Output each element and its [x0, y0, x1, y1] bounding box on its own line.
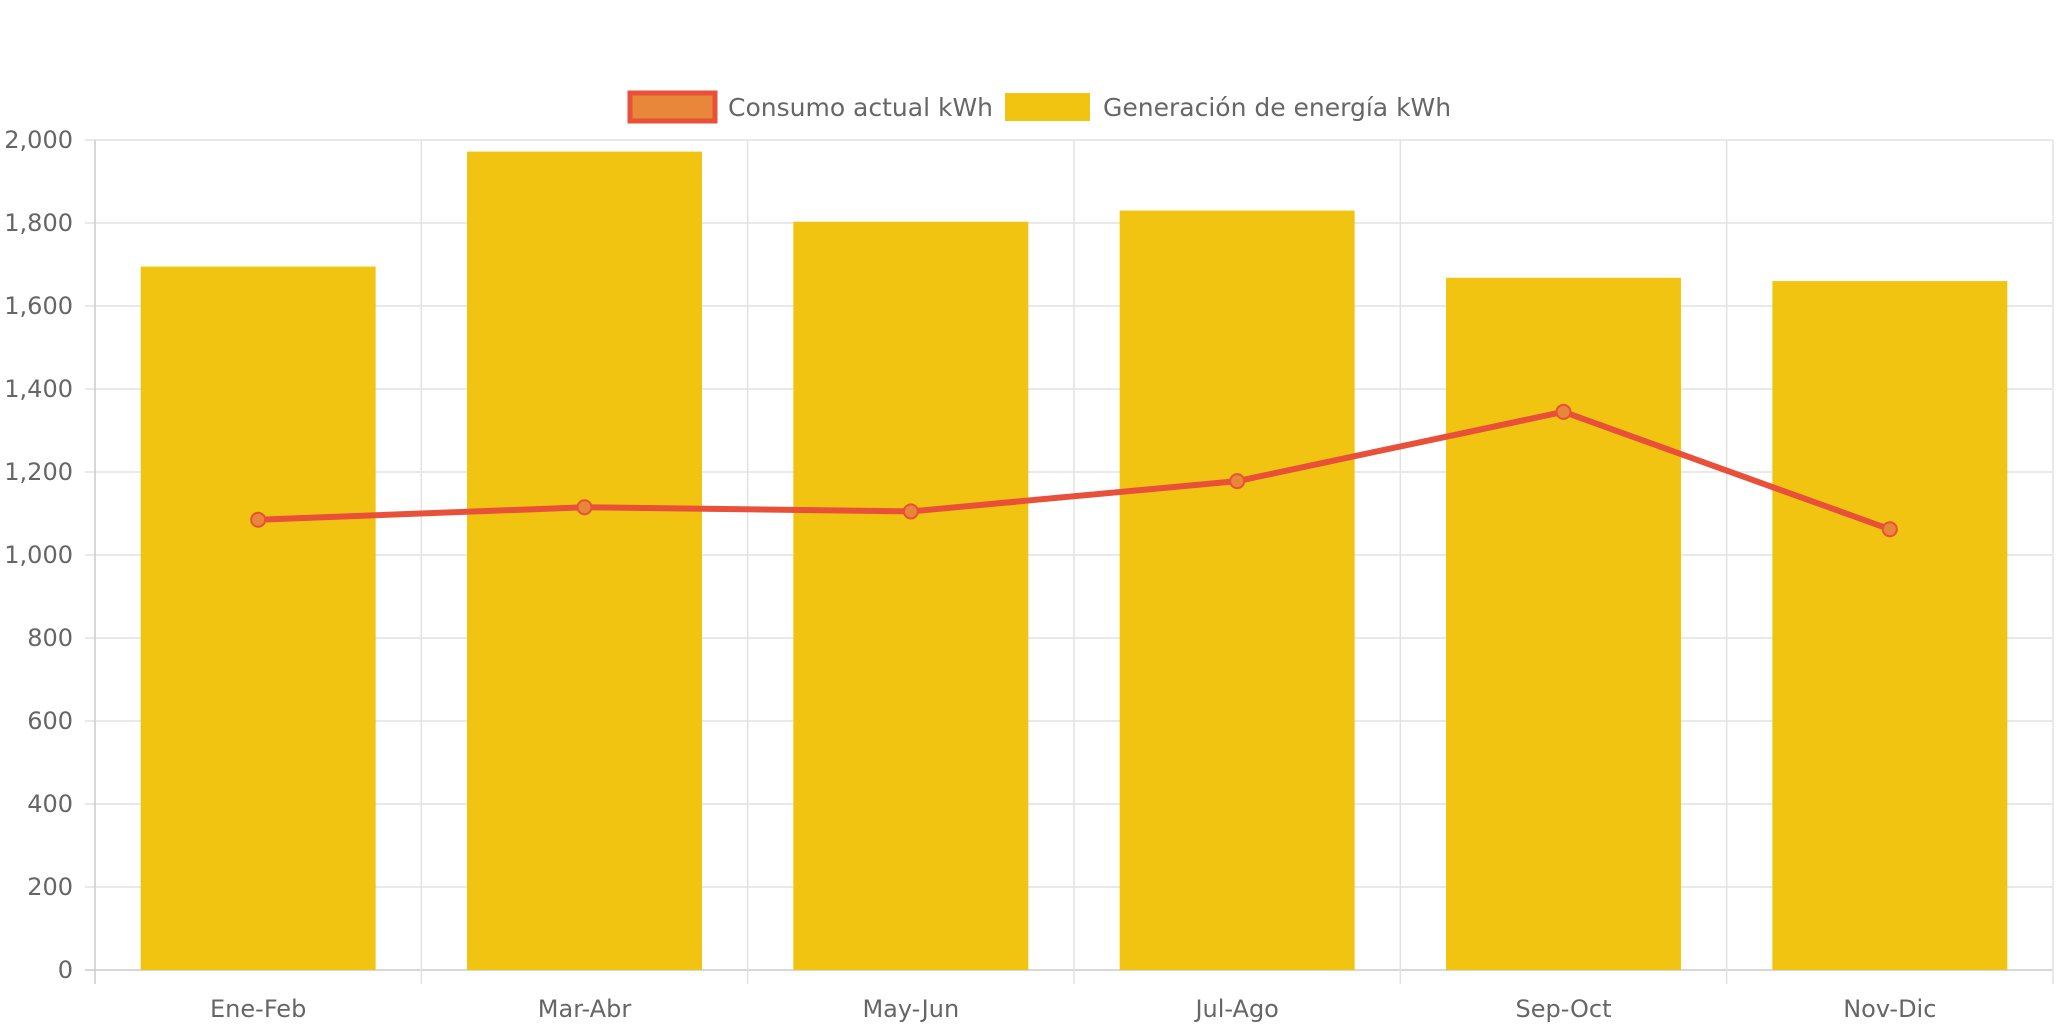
line-point-mar-abr[interactable]	[576, 499, 593, 516]
x-tick-label: Sep-Oct	[1515, 995, 1611, 1023]
y-tick-label: 600	[27, 707, 73, 735]
y-tick-label: 1,400	[4, 375, 73, 403]
legend-swatch-generacion[interactable]	[1005, 93, 1090, 121]
bar-sep-oct[interactable]	[1446, 277, 1681, 970]
x-tick-label: May-Jun	[862, 995, 959, 1023]
consumption-line	[258, 408, 1891, 533]
bar-jul-ago[interactable]	[1119, 210, 1355, 971]
y-tick-label: 1,200	[4, 458, 73, 486]
y-tick-label: 400	[27, 790, 73, 818]
axes: 0 200 400 600 800 1,000 1,200 1,400 1,600 1,800 2,…	[4, 126, 1936, 1023]
y-tick-label: 2,000	[4, 126, 73, 154]
y-tick-label: 1,000	[4, 541, 73, 569]
legend-swatch-consumo[interactable]	[627, 90, 718, 124]
y-tick-label: 200	[27, 873, 73, 901]
bar-mar-abr[interactable]	[467, 151, 702, 970]
line-point-may-jun[interactable]	[902, 503, 919, 520]
x-tick-label: Jul-Ago	[1193, 995, 1278, 1023]
line-series	[250, 403, 1898, 538]
line-point-ene-feb[interactable]	[250, 511, 267, 528]
legend-label-generacion[interactable]: Generación de energía kWh	[1103, 93, 1451, 122]
y-tick-label: 1,600	[4, 292, 73, 320]
x-tick-label: Ene-Feb	[210, 995, 306, 1023]
x-tick-label: Nov-Dic	[1843, 995, 1936, 1023]
grid-lines	[85, 139, 2054, 984]
bar-ene-feb[interactable]	[140, 266, 376, 970]
bar-may-jun[interactable]	[793, 221, 1029, 970]
legend[interactable]: Consumo actual kWh Generación de energía …	[627, 90, 1451, 124]
line-point-jul-ago[interactable]	[1229, 473, 1246, 490]
line-point-nov-dic[interactable]	[1881, 521, 1898, 538]
y-tick-label: 800	[27, 624, 73, 652]
bar-nov-dic[interactable]	[1772, 281, 2008, 971]
y-tick-label: 0	[58, 956, 73, 984]
line-point-sep-oct[interactable]	[1555, 403, 1572, 420]
x-tick-label: Mar-Abr	[538, 995, 632, 1023]
bar-series	[140, 151, 2008, 971]
legend-label-consumo[interactable]: Consumo actual kWh	[728, 93, 993, 122]
y-tick-label: 1,800	[4, 209, 73, 237]
